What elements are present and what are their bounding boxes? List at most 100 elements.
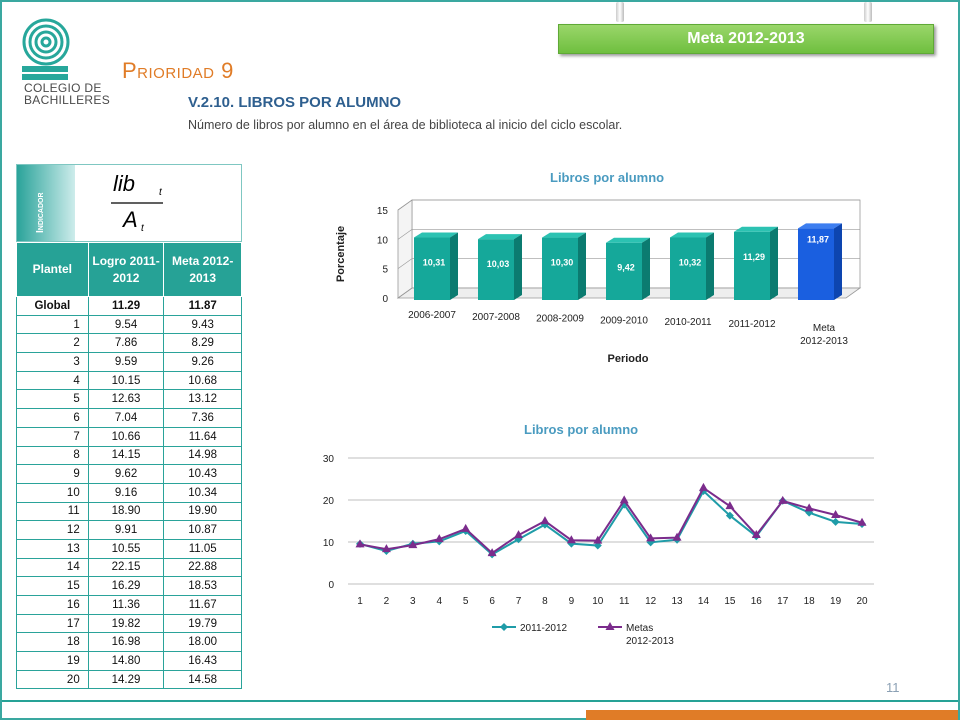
cell-plantel: 11	[16, 501, 89, 522]
line-x-tick-label: 18	[804, 596, 816, 607]
cell-logro: 14.80	[87, 651, 165, 671]
cell-meta: 18.00	[163, 632, 242, 653]
line-x-tick-label: 15	[724, 596, 736, 607]
data-point-meta	[434, 534, 444, 543]
cell-meta: 11.05	[163, 538, 242, 559]
table-row: 12 9.91 10.87	[16, 520, 242, 540]
bar-top	[670, 232, 714, 238]
cell-plantel: 2	[16, 333, 89, 354]
legend-marker-meta	[605, 622, 615, 630]
bar-y-tick-label: 10	[377, 235, 389, 246]
bar-side	[834, 223, 842, 300]
line-y-tick-label: 30	[323, 454, 335, 465]
cell-meta: 9.43	[163, 314, 242, 335]
line-x-tick-label: 12	[645, 596, 657, 607]
cell-plantel: 7	[16, 426, 89, 447]
cell-plantel: 13	[16, 538, 89, 559]
line-x-tick-label: 1	[357, 596, 363, 607]
cell-logro: 14.15	[87, 445, 165, 466]
bar-y-axis-label: Porcentaje	[335, 226, 347, 282]
formula-denominator: A	[121, 207, 138, 232]
cell-plantel: 14	[16, 557, 89, 578]
bar-x-tick-label: 2007-2008	[472, 312, 520, 323]
cell-meta: 10.68	[163, 370, 242, 391]
cell-plantel: 17	[16, 613, 89, 634]
bar-data-label: 11,87	[807, 234, 829, 244]
line-x-tick-label: 20	[856, 596, 868, 607]
cell-logro: 7.86	[87, 333, 165, 354]
bar-side	[578, 232, 586, 300]
line-legend: 2011-2012 Metas 2012-2013	[492, 622, 674, 647]
bar	[542, 232, 586, 300]
line-x-tick-label: 3	[410, 596, 416, 607]
bar-side	[450, 232, 458, 300]
cell-plantel: 18	[16, 632, 89, 653]
data-point-meta	[593, 535, 603, 544]
bar-x-tick-label: 2008-2009	[536, 314, 584, 325]
cell-meta: 13.12	[163, 389, 242, 410]
header-meta: Meta 2012-2013	[163, 242, 242, 297]
bar-x-tick-label: 2011-2012	[728, 319, 776, 330]
bar-x-tick-label: 2010-2011	[664, 317, 712, 328]
table-row: 16 11.36 11.67	[16, 595, 242, 615]
table-row: 11 18.90 19.90	[16, 501, 242, 522]
colegio-logo-icon	[22, 18, 70, 80]
line-x-tick-label: 6	[489, 596, 495, 607]
table-row: 17 19.82 19.79	[16, 613, 242, 634]
bar-gridline-side	[397, 258, 413, 269]
line-y-tick-label: 0	[328, 580, 334, 591]
bar-top	[798, 223, 842, 229]
data-point-meta	[487, 548, 497, 557]
cell-plantel: 10	[16, 482, 89, 503]
bar-y-tick-label: 15	[377, 206, 389, 217]
bar	[478, 234, 522, 300]
cell-logro: 16.98	[87, 632, 165, 653]
cell-meta: 8.29	[163, 333, 242, 354]
bar-side	[642, 237, 650, 300]
indicator-description: Número de libros por alumno en el área d…	[188, 118, 623, 132]
line-x-tick-label: 2	[384, 596, 390, 607]
line-y-tick-label: 10	[323, 538, 335, 549]
bar-x-tick-label-line: Meta	[813, 323, 836, 334]
header-logro: Logro 2011-2012	[87, 242, 165, 297]
series-line-0	[359, 489, 863, 556]
data-point-meta	[619, 495, 629, 504]
bar-front	[670, 237, 706, 300]
cell-meta: 9.26	[163, 352, 242, 372]
line-x-tick-label: 16	[751, 596, 763, 607]
cell-meta: 16.43	[163, 651, 242, 671]
bar-chart-side-wall	[397, 199, 413, 299]
bar-chart-title: Libros por alumno	[550, 170, 665, 185]
bar-data-label: 10,32	[679, 257, 702, 267]
data-point-meta	[540, 516, 550, 525]
legend-label-meta: Metas 2012-2013	[626, 623, 674, 647]
cell-plantel: 8	[16, 445, 89, 466]
data-point-meta	[408, 540, 418, 549]
bar-y-tick-label: 5	[382, 265, 388, 276]
bar-meta	[798, 223, 842, 300]
table-row: 13 10.55 11.05	[16, 538, 242, 559]
cell-logro: 19.82	[87, 613, 165, 634]
bar-front	[606, 242, 642, 300]
table-row: 20 14.29 14.58	[16, 669, 242, 690]
table-row: 9 9.62 10.43	[16, 464, 242, 484]
line-x-tick-label: 13	[671, 596, 683, 607]
cell-logro: 18.90	[87, 501, 165, 522]
bar-x-tick-label: 2009-2010	[600, 315, 648, 326]
line-x-tick-label: 11	[619, 596, 630, 607]
cell-meta: 7.36	[163, 408, 242, 428]
table-row: 1 9.54 9.43	[16, 314, 242, 335]
data-point-meta	[751, 529, 761, 538]
meta-banner: Meta 2012-2013	[558, 24, 934, 54]
table-row: 10 9.16 10.34	[16, 482, 242, 503]
bar	[734, 226, 778, 300]
bar-top	[606, 237, 650, 243]
formula-numerator-subscript: t	[159, 187, 163, 198]
logo-line1: COLEGIO DE	[24, 81, 102, 95]
bar-data-label: 11,29	[743, 252, 765, 262]
cell-meta: 10.87	[163, 520, 242, 540]
cell-logro: 9.16	[87, 482, 165, 503]
logo-line2: BACHILLERES	[24, 93, 110, 107]
cell-plantel: 6	[16, 408, 89, 428]
